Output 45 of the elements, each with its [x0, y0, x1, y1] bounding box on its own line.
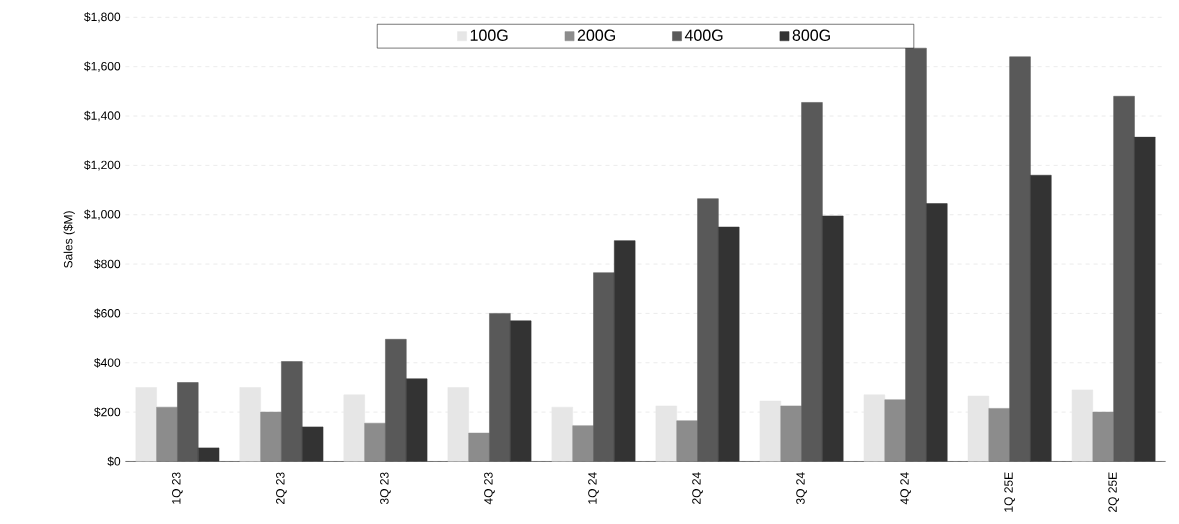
bar [759, 400, 782, 462]
bar [343, 394, 365, 462]
y-tick-label: $600 [94, 308, 121, 319]
y-axis-title: Sales ($M) [63, 211, 75, 268]
bar [1009, 56, 1031, 462]
bar [1113, 95, 1135, 462]
x-tick-label: 3Q 23 [380, 472, 391, 505]
y-tick-label: $400 [94, 357, 121, 368]
legend-label: 800G [792, 29, 830, 41]
y-tick-label: $0 [107, 456, 121, 467]
x-tick-label: 4Q 24 [900, 472, 911, 505]
y-tick-label: $1,200 [84, 160, 121, 171]
x-tick-label: 2Q 23 [276, 472, 287, 504]
x-tick-label: 4Q 23 [484, 472, 495, 505]
x-tick-label: 3Q 24 [796, 472, 807, 505]
legend-label: 200G [577, 29, 615, 41]
y-tick-label: $1,400 [84, 110, 121, 122]
x-tick-label: 1Q 24 [588, 472, 599, 504]
bar [593, 272, 615, 462]
bar [385, 338, 407, 462]
x-tick-label: 1Q 25E [1004, 472, 1015, 512]
bar [863, 394, 886, 462]
y-tick-label: $1,600 [84, 61, 121, 72]
legend-label: 100G [470, 29, 508, 41]
y-tick-label: $800 [94, 259, 121, 269]
bar [697, 198, 719, 462]
bar [239, 387, 261, 462]
bar [801, 102, 823, 462]
bar [177, 382, 199, 462]
bar [655, 405, 677, 462]
bar [281, 361, 303, 462]
y-tick-label: $1,000 [84, 209, 121, 220]
y-tick-label: $200 [94, 407, 121, 417]
legend-label: 400G [684, 29, 723, 41]
bar [551, 406, 573, 462]
bar [905, 47, 927, 462]
x-tick-label: 2Q 25E [1108, 472, 1119, 512]
x-tick-label: 1Q 23 [172, 472, 183, 504]
y-tick-label: $1,800 [84, 12, 121, 23]
bar [967, 395, 990, 462]
bar [489, 313, 511, 462]
bar [447, 387, 469, 462]
x-tick-label: 2Q 24 [692, 472, 703, 504]
bar [135, 387, 157, 462]
bar [1071, 389, 1094, 462]
